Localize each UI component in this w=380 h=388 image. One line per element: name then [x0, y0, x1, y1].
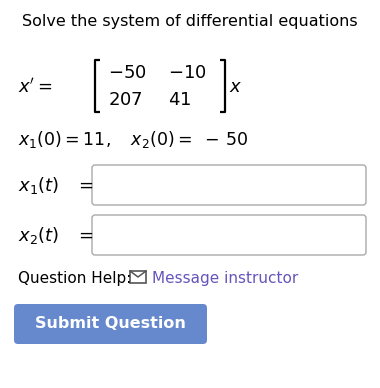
Text: $x$: $x$	[229, 78, 242, 96]
Text: Solve the system of differential equations: Solve the system of differential equatio…	[22, 14, 358, 29]
Text: $x' =$: $x' =$	[18, 78, 52, 97]
FancyBboxPatch shape	[92, 165, 366, 205]
Text: $-10$: $-10$	[168, 64, 207, 82]
Text: $x_2(t)$: $x_2(t)$	[18, 225, 59, 246]
Text: $x_1(0) = 11, \quad x_2(0) = \ -\, 50$: $x_1(0) = 11, \quad x_2(0) = \ -\, 50$	[18, 130, 248, 151]
Text: $207$: $207$	[108, 91, 143, 109]
FancyBboxPatch shape	[92, 215, 366, 255]
Text: Question Help:: Question Help:	[18, 270, 131, 286]
Text: Submit Question: Submit Question	[35, 317, 186, 331]
FancyBboxPatch shape	[14, 304, 207, 344]
Text: Message instructor: Message instructor	[152, 270, 298, 286]
Text: $-50$: $-50$	[108, 64, 147, 82]
Text: $=$: $=$	[75, 176, 93, 194]
Text: $=$: $=$	[75, 226, 93, 244]
Text: $41$: $41$	[168, 91, 191, 109]
Text: $x_1(t)$: $x_1(t)$	[18, 175, 59, 196]
